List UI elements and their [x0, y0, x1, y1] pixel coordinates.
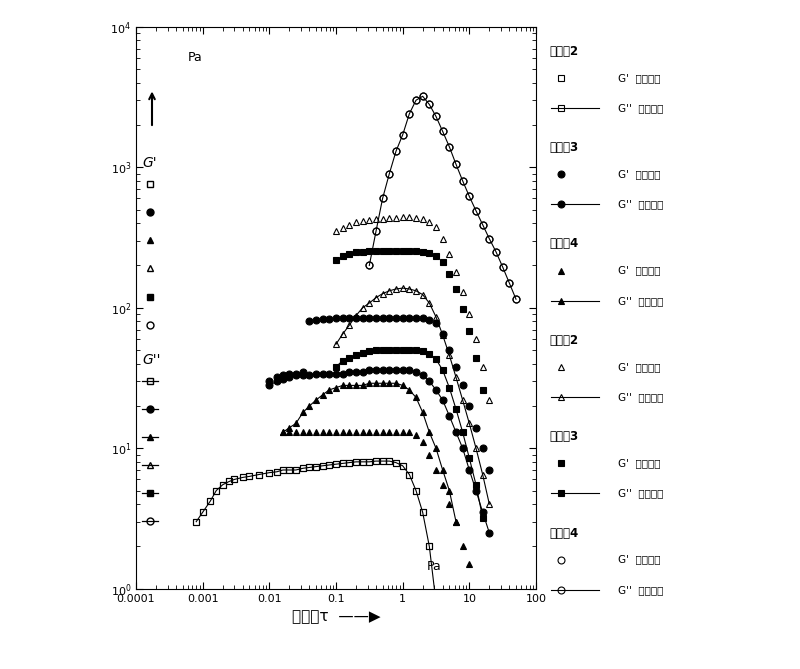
X-axis label: 剪应力τ  ——▶: 剪应力τ ——▶: [292, 609, 380, 624]
Text: G': G': [142, 156, 157, 170]
Text: G''  损耗模量: G'' 损耗模量: [618, 296, 664, 306]
Text: 比较例4: 比较例4: [549, 527, 578, 539]
Text: G''  损耗模量: G'' 损耗模量: [618, 199, 664, 209]
Text: 比较例3: 比较例3: [549, 430, 578, 443]
Text: 比较例2: 比较例2: [549, 334, 578, 347]
Text: G'  储能模量: G' 储能模量: [618, 458, 661, 468]
Text: 实施例2: 实施例2: [549, 45, 578, 58]
Text: 实施例4: 实施例4: [549, 237, 578, 250]
Text: 实施例3: 实施例3: [549, 141, 578, 154]
Text: G'  储能模量: G' 储能模量: [618, 266, 661, 276]
Text: Pa: Pa: [427, 560, 442, 573]
Text: G''  损耗模量: G'' 损耗模量: [618, 103, 664, 113]
Text: G''  损耗模量: G'' 损耗模量: [618, 488, 664, 498]
Text: G''  损耗模量: G'' 损耗模量: [618, 392, 664, 402]
Text: G'': G'': [142, 353, 161, 367]
Text: G''  损耗模量: G'' 损耗模量: [618, 585, 664, 595]
Text: G'  储能模量: G' 储能模量: [618, 73, 661, 83]
Text: Pa: Pa: [188, 52, 202, 64]
Text: G'  储能模量: G' 储能模量: [618, 362, 661, 372]
Text: G'  储能模量: G' 储能模量: [618, 555, 661, 565]
Text: G'  储能模量: G' 储能模量: [618, 169, 661, 179]
